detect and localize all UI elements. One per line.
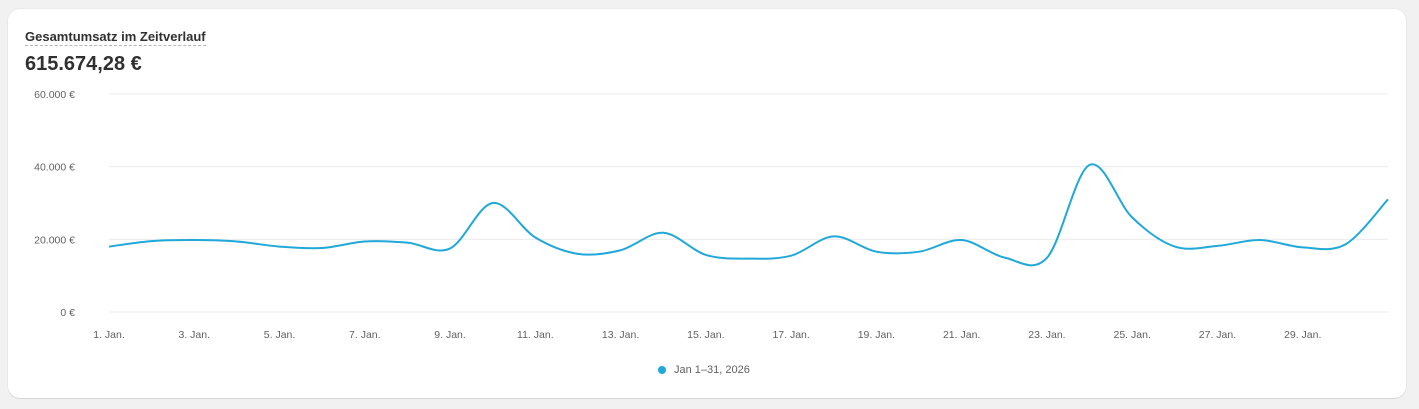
x-tick-label: 1. Jan. xyxy=(93,329,125,341)
x-axis: 1. Jan. 3. Jan. 5. Jan. 7. Jan. 9. Jan. 11. J… xyxy=(93,329,1321,341)
x-tick-label: 3. Jan. xyxy=(179,329,211,341)
y-tick-label: 60.000 € xyxy=(34,89,75,101)
x-tick-label: 23. Jan. xyxy=(1028,329,1065,341)
y-tick-label: 0 € xyxy=(60,307,75,319)
line-chart: 0 € 20.000 € 40.000 € 60.000 € 1. Jan. 3. Ja… xyxy=(34,89,1389,341)
legend[interactable]: Jan 1–31, 2026 xyxy=(658,364,750,376)
series-lines xyxy=(108,163,1389,267)
x-tick-label: 19. Jan. xyxy=(858,329,895,341)
legend-dot-icon xyxy=(658,366,666,374)
x-tick-label: 21. Jan. xyxy=(943,329,980,341)
x-tick-label: 7. Jan. xyxy=(349,329,381,341)
x-tick-label: 9. Jan. xyxy=(434,329,466,341)
series-line[interactable] xyxy=(108,163,1389,267)
legend-label: Jan 1–31, 2026 xyxy=(674,364,750,376)
x-tick-label: 13. Jan. xyxy=(602,329,639,341)
x-tick-label: 11. Jan. xyxy=(517,329,554,341)
x-tick-label: 27. Jan. xyxy=(1199,329,1236,341)
grid-lines xyxy=(109,93,1388,313)
x-tick-label: 25. Jan. xyxy=(1114,329,1151,341)
x-tick-label: 5. Jan. xyxy=(264,329,296,341)
y-tick-label: 40.000 € xyxy=(34,162,75,174)
card-title[interactable]: Gesamtumsatz im Zeitverlauf xyxy=(25,29,206,46)
x-tick-label: 29. Jan. xyxy=(1284,329,1321,341)
x-tick-label: 17. Jan. xyxy=(772,329,809,341)
y-axis: 0 € 20.000 € 40.000 € 60.000 € xyxy=(34,89,75,319)
x-tick-label: 15. Jan. xyxy=(687,329,724,341)
total-value: 615.674,28 € xyxy=(25,53,142,75)
revenue-card: Gesamtumsatz im Zeitverlauf 615.674,28 €… xyxy=(8,9,1406,398)
y-tick-label: 20.000 € xyxy=(34,234,75,246)
